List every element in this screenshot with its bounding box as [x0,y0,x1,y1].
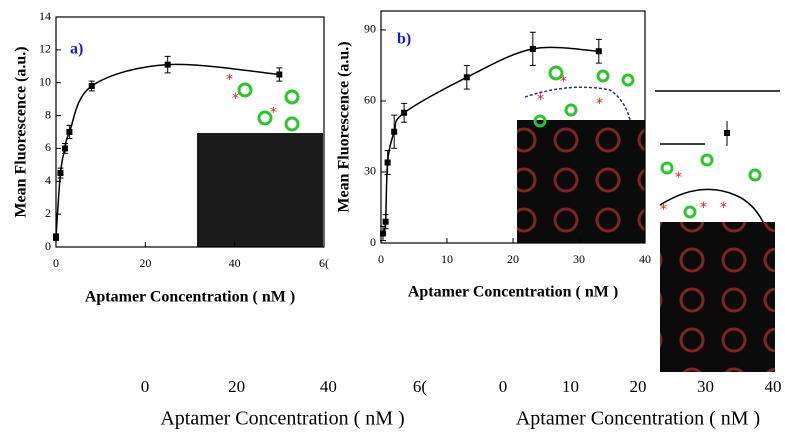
y-tick-label: 4 [45,173,51,187]
data-point [384,159,391,166]
data-point [595,48,602,55]
x-tick-label: 0 [499,377,508,396]
x-tick-label: 30 [573,252,585,266]
data-point [61,145,68,152]
aptamer-strand [524,86,631,121]
y-tick-label: 10 [39,74,51,88]
chart: 0 10 20 30 40 Aptamer Concentration ( nM ) [499,377,782,430]
svg-text:*: * [537,92,544,108]
svg-text:*: * [232,91,239,107]
x-tick-label: 6( [413,377,428,396]
dye-icons: * * * * * * * * * * [226,72,727,218]
y-tick-label: 0 [370,235,376,249]
data-point [66,129,73,135]
x-tick-label: 0 [141,377,150,396]
svg-text:*: * [270,105,277,121]
svg-text:*: * [720,200,727,216]
data-point [379,230,386,237]
svg-text:*: * [675,170,682,186]
x-tick-label: 40 [765,377,782,396]
x-tick-label: 10 [441,252,453,266]
x-tick-label: 0 [53,256,59,270]
data-point [382,218,389,225]
point-fragment [724,130,730,136]
y-tick-label: 14 [39,9,51,23]
data-point [276,71,283,78]
x-tick-label: 6( [319,256,329,270]
y-axis-label: Mean Fluorescence (a.u.) [13,46,30,217]
svg-text:*: * [660,202,667,218]
y-tick-label: 12 [39,42,51,56]
data-point [164,61,171,68]
y-axis-label: Mean Fluorescence (a.u.) [336,41,353,212]
inset-image [660,222,775,372]
y-tick-label: 8 [45,107,51,121]
x-axis-label: Aptamer Concentration ( nM ) [516,408,760,430]
x-tick-label: 0 [378,252,384,266]
aptamer-icons [237,65,762,219]
data-point [463,74,470,81]
svg-text:*: * [560,74,567,90]
y-tick-label: 90 [364,22,376,36]
data-point [529,45,536,52]
data-point [391,128,398,135]
x-tick-label: 40 [320,377,337,396]
y-tick-label: 60 [364,93,376,107]
y-tick-label: 30 [364,164,376,178]
data-point [401,109,408,116]
x-axis-label: Aptamer Concentration ( nM ) [85,289,295,306]
y-tick-label: 6 [45,140,51,154]
x-axis-label: Aptamer Concentration ( nM ) [408,284,618,301]
svg-text:*: * [226,72,233,88]
x-tick-label: 30 [697,377,714,396]
y-tick-label: 0 [45,239,51,253]
plot-frame [380,10,646,244]
svg-text:*: * [596,96,603,112]
x-tick-label: 10 [562,377,579,396]
data-point [88,83,95,89]
data-point [57,170,64,177]
chart: 0 20 40 6( Aptamer Concentration ( nM ) [141,377,428,430]
chart: 0 10 20 30 40 Aptamer Concentration ( nM ) 0 30… [336,10,651,301]
x-tick-label: 20 [228,377,245,396]
x-tick-label: 20 [507,252,519,266]
aptamer-strand [659,188,771,241]
x-tick-label: 40 [639,252,651,266]
x-tick-label: 20 [630,377,647,396]
inset-image [517,120,645,243]
x-axis-label: Aptamer Concentration ( nM ) [160,408,404,430]
chart: 0 20 40 6( Aptamer Concentration ( nM ) 0 2 4 6 8… [13,9,329,306]
panel-label: a) [70,41,83,58]
panel-label: b) [397,31,411,48]
svg-text:*: * [700,200,707,216]
inset-image [197,133,323,247]
y-tick-label: 2 [45,206,51,220]
plot-frame [55,16,325,248]
data-point [53,234,59,241]
x-tick-label: 20 [139,256,151,270]
x-tick-label: 40 [229,256,241,270]
